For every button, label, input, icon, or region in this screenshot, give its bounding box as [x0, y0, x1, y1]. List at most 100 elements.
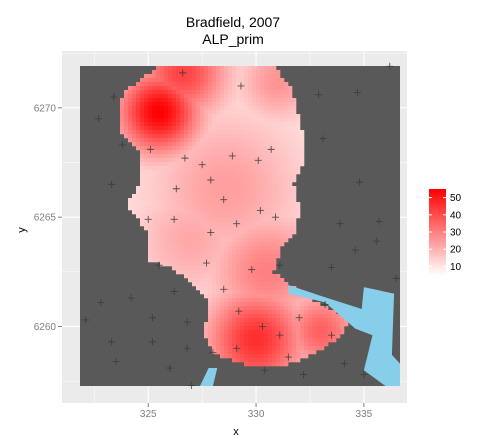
- heatmap-cell: [248, 238, 253, 243]
- heatmap-cell: [264, 190, 269, 195]
- heatmap-cell: [328, 318, 333, 323]
- heatmap-cell: [256, 138, 261, 143]
- heatmap-cell: [152, 226, 157, 231]
- heatmap-cell: [144, 118, 149, 123]
- heatmap-cell: [228, 270, 233, 275]
- heatmap-cell: [232, 78, 237, 83]
- heatmap-cell: [228, 206, 233, 211]
- heatmap-cell: [264, 74, 269, 79]
- heatmap-cell: [144, 122, 149, 127]
- heatmap-cell: [128, 126, 133, 131]
- heatmap-cell: [172, 162, 177, 167]
- heatmap-cell: [180, 78, 185, 83]
- heatmap-cell: [320, 326, 325, 331]
- heatmap-cell: [272, 282, 277, 287]
- heatmap-cell: [180, 210, 185, 215]
- heatmap-cell: [256, 262, 261, 267]
- heatmap-cell: [164, 202, 169, 207]
- heatmap-cell: [260, 354, 265, 359]
- heatmap-cell: [272, 226, 277, 231]
- heatmap-cell: [264, 274, 269, 279]
- heatmap-cell: [156, 114, 161, 119]
- heatmap-cell: [228, 190, 233, 195]
- heatmap-cell: [252, 114, 257, 119]
- heatmap-cell: [160, 82, 165, 87]
- heatmap-cell: [224, 134, 229, 139]
- heatmap-cell: [228, 314, 233, 319]
- heatmap-cell: [296, 150, 301, 155]
- heatmap-cell: [156, 98, 161, 103]
- heatmap-cell: [260, 314, 265, 319]
- heatmap-cell: [240, 358, 245, 363]
- heatmap-cell: [164, 146, 169, 151]
- heatmap-cell: [284, 302, 289, 307]
- heatmap-cell: [200, 230, 205, 235]
- heatmap-cell: [292, 334, 297, 339]
- heatmap-cell: [172, 198, 177, 203]
- heatmap-cell: [236, 338, 241, 343]
- heatmap-cell: [208, 166, 213, 171]
- heatmap-cell: [216, 74, 221, 79]
- heatmap-cell: [160, 118, 165, 123]
- heatmap-cell: [220, 78, 225, 83]
- heatmap-cell: [268, 118, 273, 123]
- heatmap-cell: [268, 302, 273, 307]
- heatmap-cell: [144, 170, 149, 175]
- heatmap-cell: [244, 258, 249, 263]
- heatmap-cell: [280, 310, 285, 315]
- heatmap-cell: [240, 246, 245, 251]
- heatmap-cell: [176, 166, 181, 171]
- heatmap-cell: [240, 334, 245, 339]
- heatmap-cell: [296, 342, 301, 347]
- heatmap-cell: [224, 110, 229, 115]
- heatmap-cell: [252, 322, 257, 327]
- heatmap-cell: [220, 94, 225, 99]
- heatmap-cell: [144, 202, 149, 207]
- heatmap-cell: [284, 150, 289, 155]
- heatmap-cell: [284, 130, 289, 135]
- heatmap-cell: [272, 358, 277, 363]
- heatmap-cell: [292, 310, 297, 315]
- heatmap-cell: [272, 86, 277, 91]
- heatmap-cell: [288, 294, 293, 299]
- heatmap-cell: [268, 342, 273, 347]
- heatmap-cell: [244, 78, 249, 83]
- heatmap-cell: [196, 218, 201, 223]
- heatmap-cell: [264, 158, 269, 163]
- heatmap-cell: [268, 138, 273, 143]
- heatmap-cell: [160, 110, 165, 115]
- heatmap-cell: [208, 78, 213, 83]
- heatmap-cell: [220, 218, 225, 223]
- heatmap-cell: [280, 322, 285, 327]
- heatmap-cell: [208, 334, 213, 339]
- heatmap-cell: [284, 134, 289, 139]
- heatmap-cell: [240, 282, 245, 287]
- site-marker: [267, 145, 275, 153]
- heatmap-cell: [184, 262, 189, 267]
- heatmap-cell: [152, 238, 157, 243]
- heatmap-cell: [280, 102, 285, 107]
- heatmap-cell: [148, 210, 153, 215]
- heatmap-cell: [216, 242, 221, 247]
- heatmap-cell: [280, 86, 285, 91]
- heatmap-cell: [260, 358, 265, 363]
- heatmap-cell: [216, 202, 221, 207]
- heatmap-cell: [228, 242, 233, 247]
- heatmap-cell: [204, 182, 209, 187]
- heatmap-cell: [236, 194, 241, 199]
- heatmap-cell: [336, 330, 341, 335]
- heatmap-cell: [240, 286, 245, 291]
- heatmap-cell: [140, 218, 145, 223]
- heatmap-cell: [132, 102, 137, 107]
- heatmap-cell: [136, 206, 141, 211]
- heatmap-cell: [160, 94, 165, 99]
- heatmap-cell: [144, 210, 149, 215]
- heatmap-cell: [172, 262, 177, 267]
- heatmap-cell: [284, 194, 289, 199]
- heatmap-cell: [284, 226, 289, 231]
- heatmap-cell: [268, 202, 273, 207]
- heatmap-cell: [284, 322, 289, 327]
- heatmap-cell: [232, 278, 237, 283]
- heatmap-cell: [284, 218, 289, 223]
- heatmap-cell: [216, 254, 221, 259]
